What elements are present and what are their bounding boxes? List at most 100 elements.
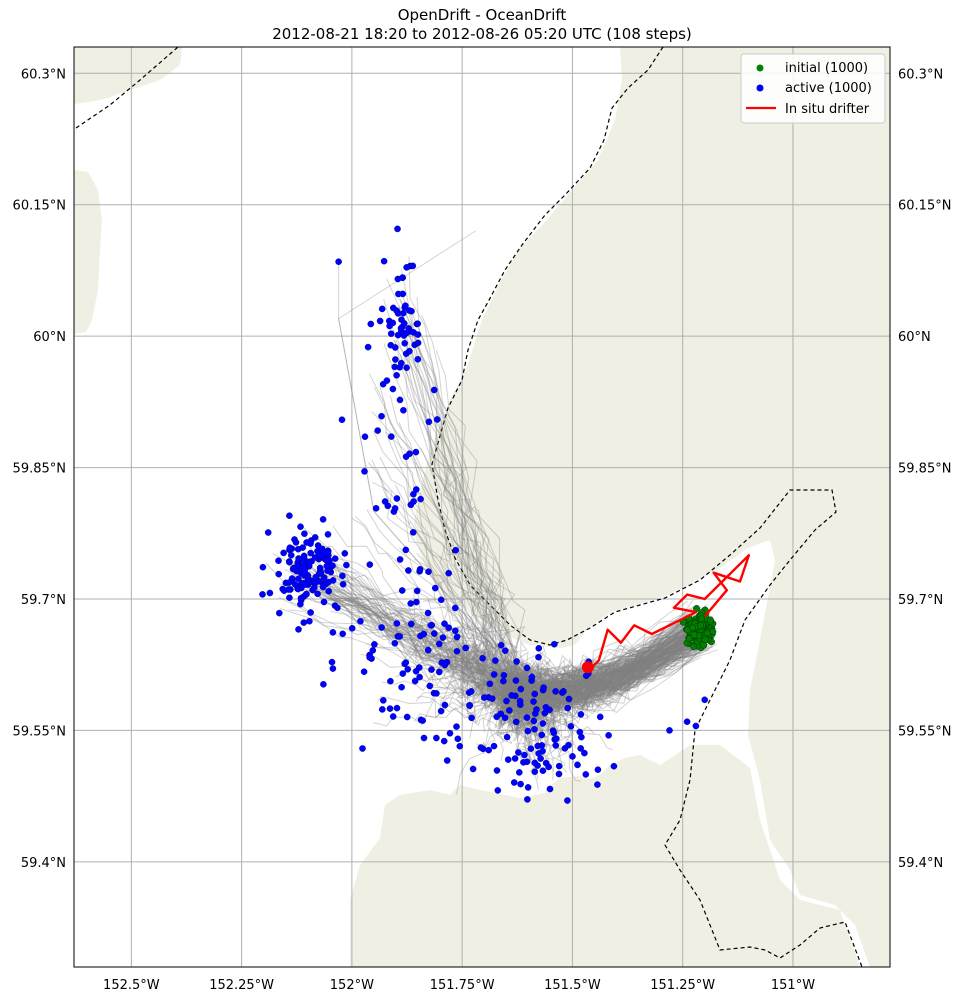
active-particle bbox=[530, 698, 537, 705]
lat-tick-label-right: 60.15°N bbox=[898, 199, 951, 214]
trajectory-line bbox=[518, 613, 703, 749]
trajectory-line bbox=[452, 613, 698, 721]
trajectory-line bbox=[385, 412, 701, 708]
active-particle bbox=[576, 728, 584, 736]
active-particle bbox=[666, 727, 673, 734]
active-particle bbox=[501, 647, 509, 655]
trajectory-line bbox=[284, 568, 685, 738]
active-particle bbox=[497, 710, 505, 718]
lat-tick-label-right: 60.3°N bbox=[898, 67, 943, 82]
active-particle bbox=[468, 714, 475, 722]
trajectory-line bbox=[305, 564, 697, 720]
active-particle bbox=[433, 416, 441, 423]
active-particle bbox=[485, 746, 493, 754]
trajectory-line bbox=[305, 586, 703, 693]
trajectory-line bbox=[324, 560, 696, 710]
trajectory-line bbox=[516, 631, 695, 722]
trajectory-line bbox=[410, 330, 698, 709]
active-particle bbox=[405, 567, 412, 574]
trajectory-line bbox=[400, 299, 712, 728]
trajectory-line bbox=[307, 589, 714, 691]
active-particle bbox=[393, 704, 401, 712]
active-particle bbox=[542, 704, 550, 711]
active-particle bbox=[505, 707, 513, 714]
active-particle bbox=[297, 594, 305, 602]
active-particle bbox=[520, 759, 527, 766]
title-line-2: 2012-08-21 18:20 to 2012-08-26 05:20 UTC… bbox=[272, 25, 692, 43]
trajectory-line bbox=[451, 639, 698, 737]
trajectory-line bbox=[378, 616, 691, 707]
active-particle bbox=[538, 742, 546, 749]
active-particle bbox=[551, 640, 558, 648]
trajectory-line bbox=[289, 601, 686, 694]
trajectory-line bbox=[306, 554, 698, 735]
active-particle bbox=[403, 329, 410, 337]
trajectory-line bbox=[305, 571, 705, 715]
active-particle bbox=[692, 722, 700, 730]
active-particle bbox=[359, 745, 366, 752]
active-particle bbox=[594, 766, 602, 774]
active-particle bbox=[531, 690, 539, 698]
title-line-1: OpenDrift - OceanDrift bbox=[397, 6, 567, 24]
active-particle bbox=[416, 566, 424, 573]
active-particle bbox=[431, 584, 439, 592]
active-particle bbox=[357, 618, 364, 625]
legend-active-label: active (1000) bbox=[785, 81, 872, 96]
active-particle bbox=[412, 486, 420, 493]
trajectory-line bbox=[284, 562, 695, 709]
active-particle bbox=[339, 630, 347, 638]
trajectory-line bbox=[482, 625, 696, 733]
trajectory-line bbox=[519, 616, 710, 735]
active-particle bbox=[405, 307, 413, 314]
lat-tick-label-left: 60°N bbox=[33, 330, 66, 345]
active-particle bbox=[552, 742, 560, 749]
active-particle bbox=[402, 453, 410, 461]
active-particle bbox=[393, 495, 401, 502]
trajectory-line bbox=[482, 630, 702, 719]
active-particle bbox=[335, 258, 342, 266]
trajectory-line bbox=[291, 557, 686, 713]
trajectory-line bbox=[410, 318, 700, 704]
active-particle bbox=[378, 305, 386, 313]
active-particle bbox=[503, 697, 510, 705]
latitude-tick-labels-left: 60.3°N 60.15°N 60°N 59.85°N 59.7°N 59.55°N 59.… bbox=[13, 67, 66, 871]
active-particle bbox=[300, 552, 308, 560]
active-particle bbox=[328, 658, 336, 666]
legend: initial (1000) active (1000) In situ dri… bbox=[740, 53, 886, 124]
active-particle bbox=[286, 558, 293, 566]
trajectory-line bbox=[425, 618, 707, 714]
active-particle bbox=[531, 759, 539, 767]
active-particle bbox=[583, 672, 590, 680]
trajectory-line bbox=[420, 447, 709, 721]
active-particle bbox=[403, 264, 410, 271]
trajectory-line bbox=[491, 627, 697, 713]
active-particle bbox=[319, 583, 327, 591]
active-particle bbox=[301, 530, 308, 538]
trajectory-line bbox=[500, 618, 701, 733]
trajectory-line bbox=[329, 566, 689, 714]
trajectory-line bbox=[328, 598, 710, 699]
trajectory-line bbox=[511, 632, 700, 767]
trajectory-line bbox=[337, 588, 708, 703]
trajectory-line bbox=[332, 525, 705, 719]
trajectory-line bbox=[321, 570, 693, 703]
trajectory-line bbox=[300, 583, 715, 726]
trajectory-line bbox=[383, 298, 691, 697]
active-particle bbox=[503, 733, 511, 741]
active-particle bbox=[380, 257, 388, 265]
initial-particle bbox=[689, 624, 697, 632]
active-particle bbox=[329, 577, 337, 584]
trajectory-line bbox=[414, 461, 693, 699]
active-particle bbox=[469, 765, 477, 773]
trajectory-line bbox=[415, 530, 712, 716]
active-particle bbox=[325, 587, 333, 595]
active-particle bbox=[523, 664, 531, 672]
active-particle bbox=[326, 557, 333, 564]
trajectory-line bbox=[320, 578, 716, 712]
trajectory-line bbox=[498, 624, 715, 727]
active-particle bbox=[440, 737, 448, 745]
active-particle bbox=[307, 609, 314, 616]
active-particle bbox=[393, 620, 401, 627]
active-particle bbox=[531, 726, 538, 733]
active-particle bbox=[541, 709, 549, 717]
